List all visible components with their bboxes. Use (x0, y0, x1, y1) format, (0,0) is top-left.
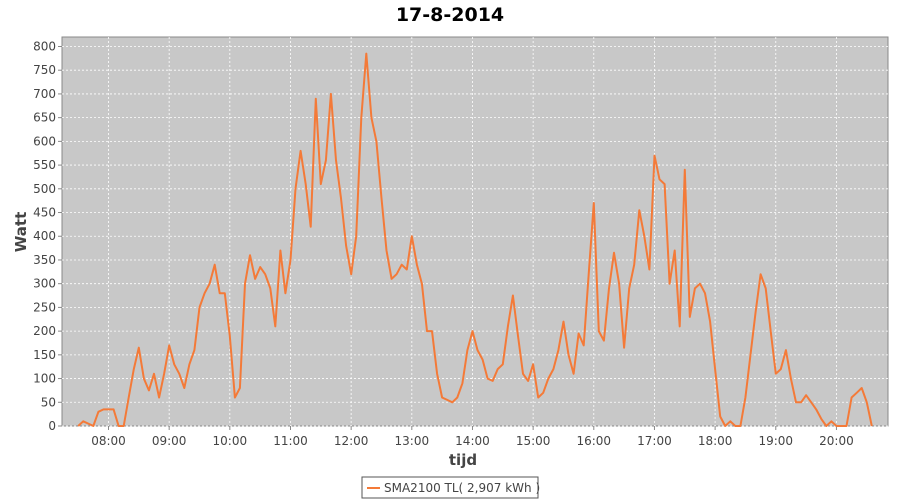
y-tick-label: 400 (33, 229, 56, 243)
y-tick-label: 150 (33, 348, 56, 362)
plot-area (61, 36, 889, 427)
x-axis-title: tijd (449, 451, 477, 469)
x-tick-label: 20:00 (819, 434, 854, 448)
x-tick-label: 19:00 (758, 434, 793, 448)
y-tick-label: 50 (41, 395, 56, 409)
y-axis-title: Watt (12, 212, 30, 252)
x-tick-label: 12:00 (334, 434, 369, 448)
data-line (77, 52, 873, 427)
x-tick-label: 17:00 (637, 434, 672, 448)
y-tick-label: 550 (33, 158, 56, 172)
x-tick-label: 10:00 (213, 434, 248, 448)
y-tick-label: 500 (33, 182, 56, 196)
x-tick-label: 15:00 (516, 434, 551, 448)
x-tick-label: 14:00 (455, 434, 490, 448)
x-tick-label: 11:00 (273, 434, 308, 448)
y-tick-label: 650 (33, 111, 56, 125)
x-tick-label: 08:00 (91, 434, 126, 448)
y-tick-label: 300 (33, 277, 56, 291)
x-tick-label: 18:00 (698, 434, 733, 448)
y-tick-label: 0 (48, 419, 56, 433)
y-tick-label: 600 (33, 134, 56, 148)
chart-title: 17-8-2014 (396, 4, 504, 26)
x-tick-label: 16:00 (576, 434, 611, 448)
y-tick-label: 100 (33, 372, 56, 386)
x-tick-label: 09:00 (152, 434, 187, 448)
legend-box (361, 476, 539, 499)
y-tick-label: 800 (33, 39, 56, 53)
y-tick-label: 250 (33, 300, 56, 314)
y-tick-label: 200 (33, 324, 56, 338)
x-tick-label: 13:00 (395, 434, 430, 448)
y-tick-label: 700 (33, 87, 56, 101)
y-tick-label: 750 (33, 63, 56, 77)
y-tick-label: 350 (33, 253, 56, 267)
y-tick-label: 450 (33, 206, 56, 220)
legend-label: SMA2100 TL( 2,907 kWh ) (384, 481, 540, 495)
